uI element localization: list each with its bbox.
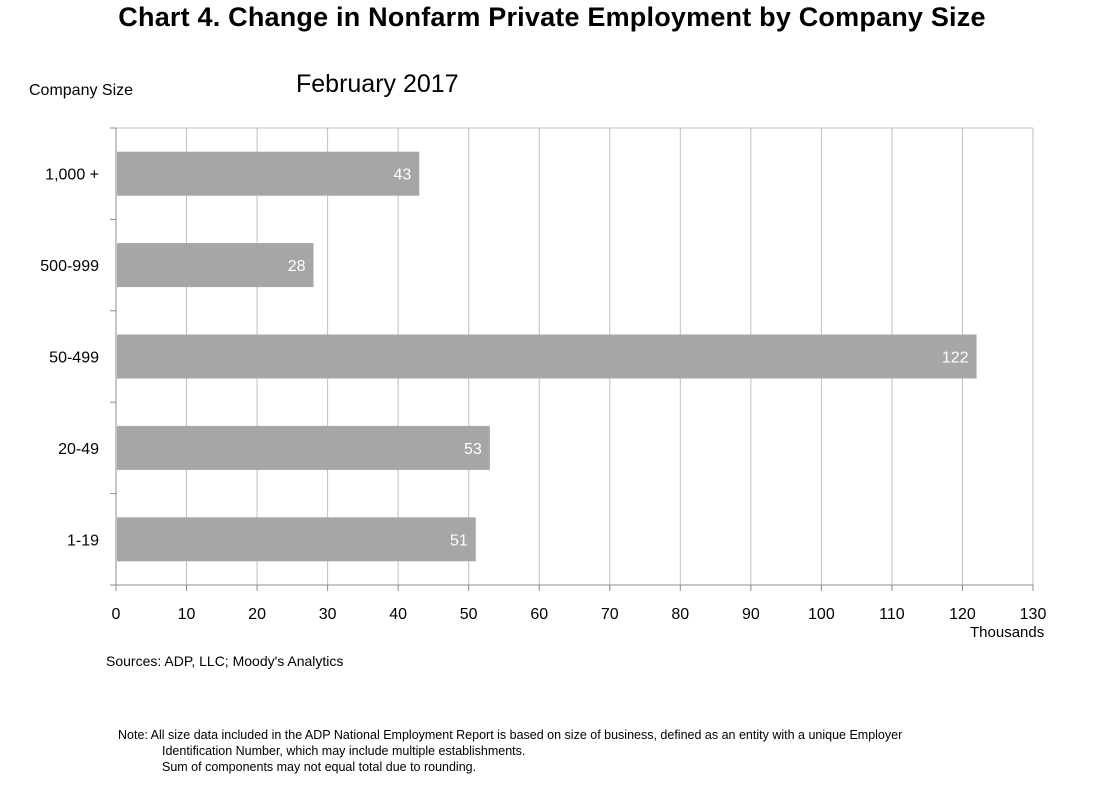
footnote: Note: All size data included in the ADP … xyxy=(118,727,902,775)
x-tick-label: 10 xyxy=(178,606,196,623)
x-tick-label: 40 xyxy=(389,606,407,623)
x-tick-label: 60 xyxy=(530,606,548,623)
axes xyxy=(110,127,1034,591)
chart-subtitle: February 2017 xyxy=(296,70,459,98)
data-label: 53 xyxy=(464,441,482,458)
category-label: 1-19 xyxy=(67,532,99,549)
x-tick-label: 50 xyxy=(460,606,478,623)
bar-20-49 xyxy=(117,425,490,470)
footnote-line-1: Note: All size data included in the ADP … xyxy=(118,728,903,742)
y-axis-title: Company Size xyxy=(29,82,134,99)
bar-50-499 xyxy=(117,334,977,379)
category-label: 1,000 + xyxy=(45,167,99,184)
x-axis-unit-label: Thousands xyxy=(970,624,1045,641)
x-tick-label: 120 xyxy=(949,606,976,623)
category-label: 50-499 xyxy=(49,350,99,367)
data-label: 28 xyxy=(288,258,306,275)
data-label: 43 xyxy=(394,167,412,184)
x-tick-label: 110 xyxy=(879,606,905,623)
data-label: 51 xyxy=(450,532,468,549)
x-tick-label: 70 xyxy=(601,606,619,623)
bar-500-999 xyxy=(117,243,314,288)
data-label: 122 xyxy=(942,350,969,367)
category-label: 500-999 xyxy=(40,258,99,275)
bars xyxy=(117,151,977,562)
footnote-line-2: Identification Number, which may include… xyxy=(162,744,526,758)
chart-title: Chart 4. Change in Nonfarm Private Emplo… xyxy=(118,2,986,32)
x-tick-label: 90 xyxy=(742,606,760,623)
category-label: 20-49 xyxy=(58,441,99,458)
x-tick-label: 80 xyxy=(671,606,689,623)
bar-1-19 xyxy=(117,517,476,562)
labels: 0 10 20 30 40 50 60 70 80 90 100 110 120 130 1,000 + 43… xyxy=(40,167,1046,623)
x-tick-label: 130 xyxy=(1020,606,1047,623)
x-tick-label: 30 xyxy=(319,606,337,623)
x-tick-label: 20 xyxy=(248,606,266,623)
x-tick-label: 100 xyxy=(808,606,835,623)
footnote-line-3: Sum of components may not equal total du… xyxy=(162,760,477,774)
x-tick-label: 0 xyxy=(112,606,121,623)
bar-1,000 + xyxy=(117,151,420,196)
source-note: Sources: ADP, LLC; Moody's Analytics xyxy=(106,653,344,669)
